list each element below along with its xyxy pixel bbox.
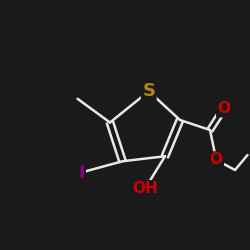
Text: I: I <box>78 164 84 182</box>
Text: S: S <box>142 82 155 100</box>
Text: O: O <box>217 101 230 116</box>
Text: O: O <box>210 152 223 168</box>
Text: OH: OH <box>132 181 158 196</box>
